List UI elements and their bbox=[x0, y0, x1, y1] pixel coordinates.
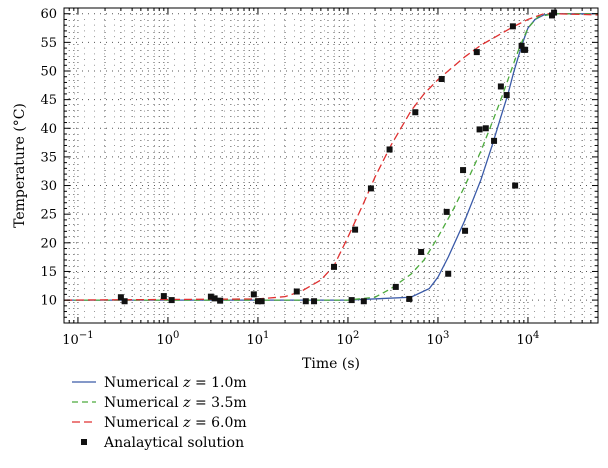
legend: Numerical z = 1.0m Numerical z = 3.5m Nume… bbox=[72, 375, 247, 451]
analytical-point bbox=[491, 137, 498, 144]
analytical-point bbox=[121, 298, 128, 305]
analytical-point bbox=[250, 291, 257, 298]
analytical-point bbox=[460, 167, 467, 174]
analytical-point bbox=[518, 42, 525, 49]
analytical-point bbox=[438, 76, 445, 83]
analytical-point bbox=[207, 293, 214, 300]
y-tick-label: 15 bbox=[40, 265, 57, 280]
y-tick-label: 20 bbox=[40, 236, 57, 251]
x-tick-label: 103 bbox=[426, 330, 449, 348]
y-tick-label: 30 bbox=[40, 179, 57, 194]
y-tick-label: 40 bbox=[40, 122, 57, 137]
analytical-point bbox=[293, 288, 300, 295]
x-axis-title: Time (s) bbox=[302, 356, 360, 372]
analytical-point bbox=[311, 298, 318, 305]
legend-label: Numerical z = 3.5m bbox=[104, 395, 247, 411]
y-tick-label: 50 bbox=[40, 65, 57, 80]
analytical-point bbox=[406, 295, 413, 302]
analytical-point bbox=[473, 49, 480, 56]
analytical-point bbox=[462, 227, 469, 234]
analytical-point bbox=[168, 297, 175, 304]
y-tick-label: 55 bbox=[40, 36, 57, 51]
analytical-point bbox=[386, 146, 393, 153]
analytical-point bbox=[117, 294, 124, 301]
grid bbox=[63, 7, 599, 324]
y-tick-label: 10 bbox=[40, 294, 57, 309]
y-axis-title: Temperature (°C) bbox=[12, 103, 28, 228]
analytical-point bbox=[360, 298, 367, 305]
x-tick-label: 100 bbox=[156, 330, 179, 348]
analytical-point bbox=[254, 298, 261, 305]
analytical-point bbox=[352, 226, 359, 233]
analytical-point bbox=[482, 125, 489, 132]
analytical-point bbox=[348, 297, 355, 304]
analytical-point bbox=[211, 295, 218, 302]
series-layer bbox=[63, 13, 599, 301]
y-tick-label: 60 bbox=[40, 7, 57, 22]
analytical-point bbox=[412, 109, 419, 116]
x-tick-label: 104 bbox=[517, 330, 540, 348]
analytical-point bbox=[392, 283, 399, 290]
analytical-point bbox=[503, 92, 510, 99]
markers-layer bbox=[117, 9, 558, 305]
series-line-1 bbox=[64, 13, 598, 301]
analytical-point bbox=[445, 270, 452, 277]
analytical-point bbox=[217, 297, 224, 304]
analytical-point bbox=[512, 182, 519, 189]
legend-label: Numerical z = 1.0m bbox=[104, 375, 247, 391]
analytical-point bbox=[367, 185, 374, 192]
x-tick-label: 101 bbox=[246, 330, 269, 348]
x-tick-label: 10−1 bbox=[62, 330, 93, 348]
analytical-point bbox=[476, 126, 483, 133]
x-tick-label: 102 bbox=[336, 330, 359, 348]
analytical-point bbox=[551, 9, 558, 16]
y-tick-label: 25 bbox=[40, 208, 57, 223]
legend-label: Analaytical solution bbox=[103, 435, 244, 451]
analytical-point bbox=[443, 208, 450, 215]
axes: 10 15 20 25 30 35 40 45 50 55 60 10−1 100 101 102 103 10… bbox=[40, 7, 599, 348]
analytical-point bbox=[160, 293, 167, 300]
y-tick-label: 35 bbox=[40, 150, 57, 165]
analytical-point bbox=[509, 23, 516, 30]
series-line-3 bbox=[63, 13, 599, 301]
legend-label: Numerical z = 6.0m bbox=[104, 415, 247, 431]
analytical-point bbox=[258, 298, 265, 305]
plot-frame bbox=[63, 7, 599, 324]
analytical-point bbox=[522, 46, 529, 53]
y-tick-label: 45 bbox=[40, 93, 57, 108]
analytical-point bbox=[497, 83, 504, 90]
analytical-point bbox=[302, 298, 309, 305]
analytical-point bbox=[331, 263, 338, 270]
analytical-point bbox=[418, 248, 425, 255]
legend-swatch-marker bbox=[81, 439, 87, 445]
